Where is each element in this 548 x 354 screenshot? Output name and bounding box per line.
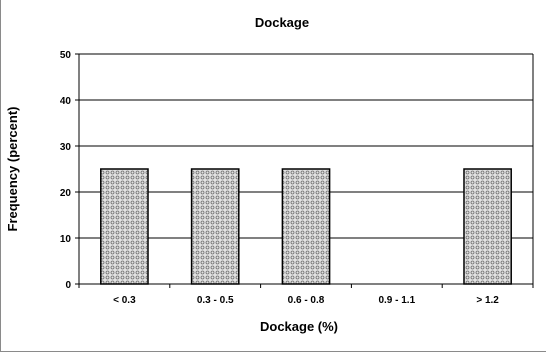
y-tick-labels: 0 10 20 30 40 50 [60,50,72,291]
x-tick-label-0: < 0.3 [113,295,136,306]
bar-4 [463,168,512,285]
chart-title: Dockage [255,15,309,30]
x-tick-label-3: 0.9 - 1.1 [378,295,415,306]
x-axis-label: Dockage (%) [260,319,338,334]
y-tick-label-3: 30 [60,142,72,153]
x-tick-labels: < 0.3 0.3 - 0.5 0.6 - 0.8 0.9 - 1.1 > 1.2 [113,295,499,306]
y-axis-label: Frequency (percent) [5,107,20,232]
y-tick-label-4: 40 [60,96,72,107]
bar-2 [281,168,331,285]
y-tick-label-0: 0 [65,280,71,291]
y-tick-label-2: 20 [60,188,72,199]
x-tick-label-4: > 1.2 [476,295,499,306]
y-tick-label-1: 10 [60,234,72,245]
axes [75,53,534,288]
bars [100,168,512,285]
x-tick-label-2: 0.6 - 0.8 [288,295,325,306]
x-tick-label-1: 0.3 - 0.5 [197,295,234,306]
y-tick-label-5: 50 [60,50,72,61]
bar-0 [100,168,149,285]
bar-1 [190,168,240,285]
